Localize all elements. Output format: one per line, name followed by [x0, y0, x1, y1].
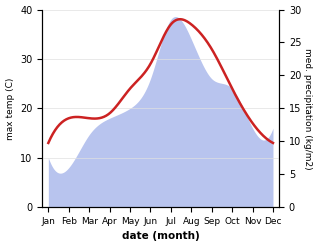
Y-axis label: max temp (C): max temp (C): [5, 77, 15, 140]
X-axis label: date (month): date (month): [122, 231, 199, 242]
Y-axis label: med. precipitation (kg/m2): med. precipitation (kg/m2): [303, 48, 313, 169]
